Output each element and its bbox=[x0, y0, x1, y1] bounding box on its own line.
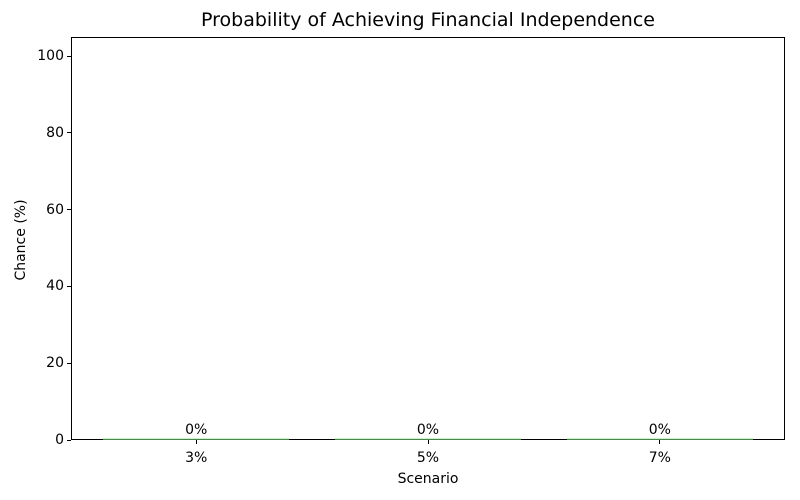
bar bbox=[103, 438, 289, 440]
x-tick-label: 3% bbox=[185, 450, 208, 466]
bar bbox=[567, 438, 753, 440]
bar-value-label: 0% bbox=[416, 422, 440, 438]
y-tick-mark bbox=[67, 209, 71, 211]
x-tick-mark bbox=[195, 440, 197, 444]
y-tick-label: 0 bbox=[55, 432, 64, 448]
y-tick-mark bbox=[67, 285, 71, 287]
bar bbox=[335, 438, 521, 440]
bar-value-label: 0% bbox=[648, 422, 671, 438]
chart-title: Probability of Achieving Financial Indep… bbox=[201, 9, 655, 31]
x-tick-mark bbox=[427, 440, 429, 444]
y-tick-label: 80 bbox=[46, 124, 64, 141]
y-tick-mark bbox=[67, 362, 71, 364]
y-tick-mark bbox=[67, 439, 71, 441]
plot-area bbox=[71, 37, 785, 440]
x-tick-label: 5% bbox=[416, 450, 440, 466]
y-tick-label: 100 bbox=[37, 48, 64, 65]
y-tick-label: 60 bbox=[46, 201, 64, 218]
y-axis-label: Chance (%) bbox=[13, 199, 29, 281]
y-tick-mark bbox=[67, 55, 71, 57]
x-tick-mark bbox=[659, 440, 661, 444]
x-tick-label: 7% bbox=[648, 450, 671, 466]
x-axis-label: Scenario bbox=[397, 471, 459, 487]
y-tick-mark bbox=[67, 132, 71, 134]
bar-value-label: 0% bbox=[185, 422, 208, 438]
y-tick-label: 20 bbox=[46, 355, 64, 372]
y-tick-label: 40 bbox=[46, 278, 64, 295]
